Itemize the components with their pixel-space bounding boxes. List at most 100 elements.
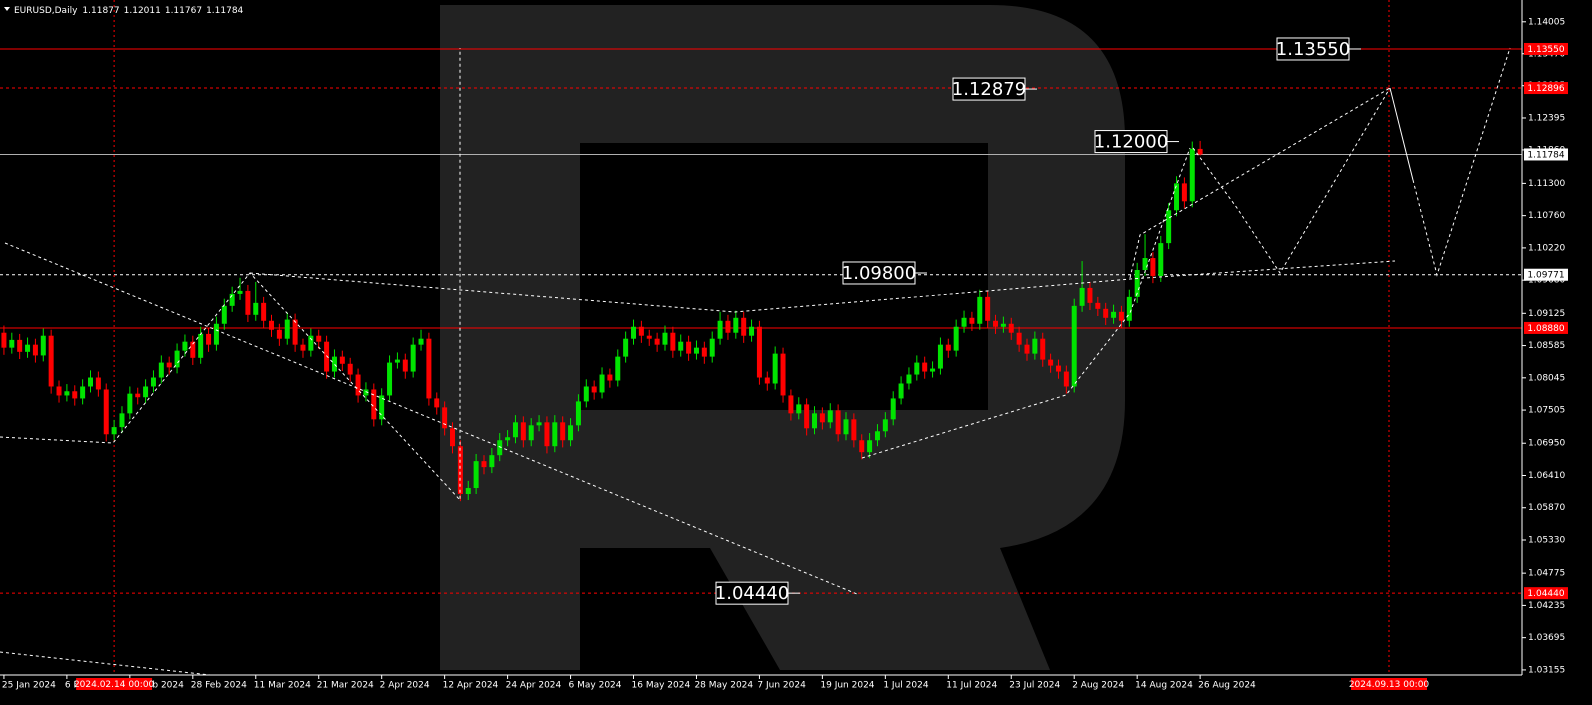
candle-body	[827, 410, 833, 423]
annotation-label: 1.09800	[842, 263, 916, 284]
y-tick-label: 1.03155	[1528, 665, 1565, 675]
candle-body	[64, 391, 70, 396]
candle-body	[717, 320, 723, 339]
high: 1.12011	[124, 6, 161, 16]
candle-body	[371, 389, 377, 420]
candle-body	[1142, 258, 1148, 270]
trend-line	[0, 651, 211, 676]
candle-body	[961, 317, 967, 327]
candle-body	[615, 356, 621, 381]
candle-body	[213, 323, 219, 345]
candle-body	[930, 368, 936, 372]
candle-body	[867, 440, 873, 453]
candle-body	[1, 332, 7, 348]
candle-body	[229, 293, 235, 306]
watermark	[440, 5, 1125, 670]
candle-body	[985, 296, 991, 321]
candle-body	[898, 383, 904, 399]
candle-body	[552, 422, 558, 447]
candle-body	[686, 341, 692, 354]
y-tick-label: 1.06410	[1528, 471, 1565, 481]
x-tick-label: 25 Jan 2024	[2, 681, 56, 691]
candle-body	[536, 422, 542, 426]
candle-body	[607, 374, 613, 381]
candle-body	[426, 338, 432, 399]
candle-body	[945, 344, 951, 351]
x-tick-label: 12 Apr 2024	[443, 681, 499, 691]
candle-body	[520, 422, 526, 441]
candle-body	[198, 333, 204, 358]
time-label: 2024.02.14 00:00	[74, 680, 155, 690]
candle-body	[812, 413, 818, 429]
candle-body	[1134, 270, 1140, 297]
y-tick-label: 1.08045	[1528, 373, 1565, 383]
candle-body	[1063, 371, 1069, 387]
open: 1.11877	[82, 6, 119, 16]
x-tick-label: 2 Apr 2024	[380, 681, 430, 691]
x-tick-label: 21 Mar 2024	[317, 681, 374, 691]
candle-body	[300, 344, 306, 351]
candle-body	[662, 332, 668, 345]
trend-line	[861, 147, 1191, 459]
candle-body	[993, 320, 999, 327]
candle-body	[1103, 308, 1109, 318]
candle-body	[1024, 344, 1030, 354]
trend-line	[249, 260, 1396, 313]
header: EURUSD,Daily 1.11877 1.12011 1.11767 1.11784	[4, 6, 244, 16]
candle-body	[512, 422, 518, 438]
y-tick-label: 1.10220	[1528, 243, 1565, 253]
candle-body	[150, 377, 156, 387]
y-tick-label: 1.10760	[1528, 211, 1565, 221]
candle-body	[174, 350, 180, 368]
candle-body	[119, 413, 125, 428]
y-tick-label: 1.05870	[1528, 503, 1565, 513]
candle-body	[410, 344, 416, 372]
candle-body	[1087, 287, 1093, 303]
candle-body	[237, 290, 243, 294]
x-tick-label: 26 Aug 2024	[1198, 681, 1256, 691]
x-tick-label: 14 Aug 2024	[1135, 681, 1193, 691]
x-tick-label: 6 May 2024	[569, 681, 622, 691]
candle-body	[182, 341, 188, 351]
candle-body	[135, 393, 141, 398]
candle-body	[914, 362, 920, 375]
level-label: 1.12896	[1527, 84, 1564, 94]
candle-body	[111, 427, 117, 435]
candle-body	[756, 326, 762, 378]
candle-body	[654, 338, 660, 345]
candle-body	[316, 335, 322, 342]
y-tick-label: 1.11300	[1528, 179, 1565, 189]
candle-body	[418, 338, 424, 345]
candle-body	[1118, 311, 1124, 321]
x-tick-label: 11 Mar 2024	[254, 681, 311, 691]
level-label-box	[1524, 42, 1568, 55]
candle-body	[32, 344, 38, 356]
level-label-box	[1524, 587, 1568, 600]
candle-body	[969, 317, 975, 324]
candle-body	[788, 395, 794, 414]
candle-body	[292, 319, 298, 345]
candle-body	[1095, 302, 1101, 309]
x-tick-label: 1 Jul 2024	[883, 681, 928, 691]
candle-body	[575, 401, 581, 426]
candle-body	[906, 374, 912, 384]
candle-body	[772, 353, 778, 384]
candle-body	[127, 393, 133, 414]
close: 1.11784	[206, 6, 243, 16]
candle-body	[190, 341, 196, 358]
annotation-label: 1.12879	[952, 79, 1026, 100]
level-label: 1.08880	[1527, 324, 1564, 334]
header-text: EURUSD,Daily 1.11877 1.12011 1.11767 1.11784	[14, 6, 244, 16]
annotation-label: 1.04440	[715, 583, 789, 604]
candle-body	[331, 356, 337, 372]
candle-body	[497, 440, 503, 456]
candle-body	[481, 461, 487, 468]
annotation-label: 1.12000	[1094, 132, 1168, 153]
candle-body	[72, 391, 78, 399]
y-tick-label: 1.14005	[1528, 17, 1565, 27]
levels	[0, 48, 1522, 594]
candle-body	[473, 461, 479, 489]
candle-body	[922, 362, 928, 372]
